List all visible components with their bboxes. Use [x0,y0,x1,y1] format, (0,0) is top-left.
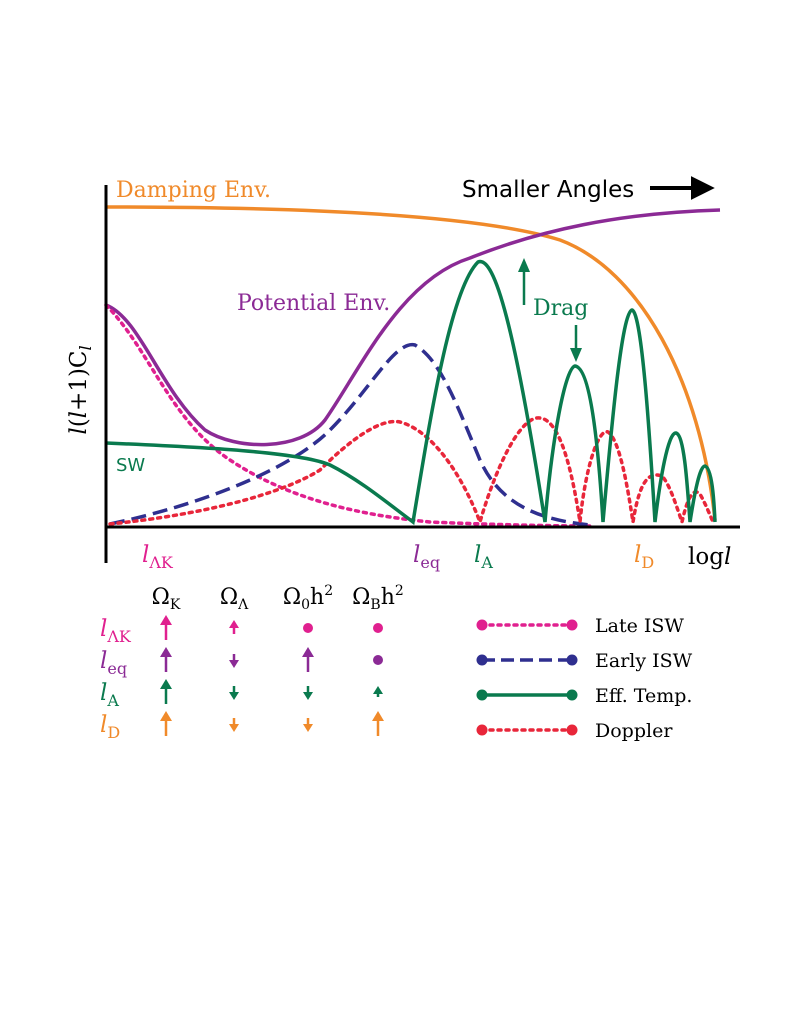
scale-marker-l-a: lA [474,542,493,572]
arrow-up-icon [160,679,172,704]
scale-marker-l-eq: leq [413,542,440,572]
table-column-header: Ω0h2 [283,583,333,613]
axes [104,185,740,563]
legend-label: Early ISW [595,650,693,672]
table-row-label: lA [100,680,119,710]
drag-label: Drag [533,296,588,321]
arrow-up-icon [302,647,314,672]
arrow-up-icon [160,647,172,672]
table-row-label: leq [100,648,127,678]
arrow-up-icon [160,711,172,736]
legend-endpoint-dot [476,619,488,631]
sw-label: SW [116,455,145,476]
legend-label: Late ISW [595,615,684,637]
smaller-angles-label: Smaller Angles [462,177,634,203]
arrow-down-icon [229,654,239,668]
early-isw-curve [109,343,591,527]
y-axis-label: l(l+1)Cl [66,345,95,434]
legend-item: Eff. Temp. [476,685,692,707]
potential-envelope-label: Potential Env. [237,291,390,316]
legend-endpoint-dot [566,619,578,631]
scale-marker-l-d: lD [634,542,654,572]
arrow-down-icon [303,686,313,700]
arrow-up-icon [373,686,383,697]
table-row-label: lΛK [100,616,132,646]
legend-item: Doppler [476,720,673,742]
damping-envelope-label: Damping Env. [116,178,271,203]
legend-label: Doppler [595,720,673,742]
arrow-down-icon [229,718,239,732]
dot-icon [303,623,313,633]
legend-endpoint-dot [566,654,578,666]
legend: Late ISW Early ISW Eff. Temp. Doppler [476,615,693,742]
legend-item: Late ISW [476,615,684,637]
table-column-header: ΩBh2 [352,583,404,613]
doppler-curve [108,416,715,529]
scale-marker-l-lambda-k: lΛK [142,542,174,572]
legend-item: Early ISW [476,650,693,672]
curves [104,205,721,529]
drag-annotation: Drag [518,258,588,362]
legend-label: Eff. Temp. [595,685,692,707]
arrow-down-icon [229,686,239,700]
damping-envelope-curve [105,205,717,521]
late-isw-curve [104,303,592,528]
legend-endpoint-dot [566,724,578,736]
legend-endpoint-dot [476,689,488,701]
arrow-up-icon [160,615,172,640]
dot-icon [373,655,383,665]
legend-endpoint-dot [476,724,488,736]
table-row-label: lD [100,712,120,742]
drag-up-arrowhead-icon [518,258,530,272]
scale-markers: lΛK leq lA lD [142,542,654,572]
arrow-down-icon [303,718,313,732]
arrow-up-icon [372,711,384,736]
potential-envelope-curve [105,208,721,447]
drag-down-arrowhead-icon [570,348,582,362]
arrow-up-icon [229,620,239,634]
effective-temperature-curve [105,259,717,526]
legend-endpoint-dot [476,654,488,666]
legend-endpoint-dot [566,689,578,701]
x-axis-label: logl [688,544,731,570]
table-column-header: ΩK [152,585,181,613]
dot-icon [373,623,383,633]
table-column-header: ΩΛ [220,585,249,613]
